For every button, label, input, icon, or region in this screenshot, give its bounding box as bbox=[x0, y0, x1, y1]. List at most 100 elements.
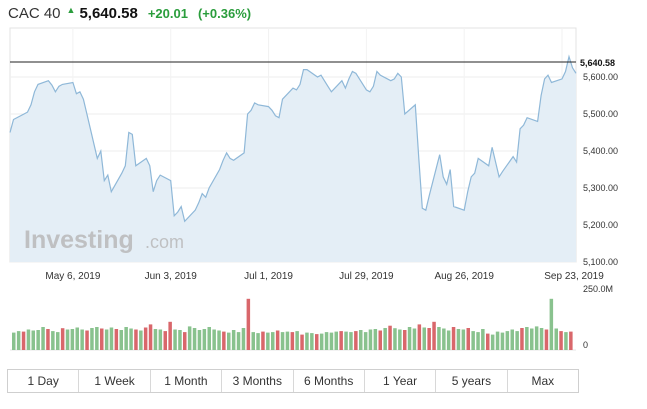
volume-bar bbox=[56, 332, 60, 350]
tab-1-week[interactable]: 1 Week bbox=[79, 370, 151, 392]
y-tick-label: 5,300.00 bbox=[583, 183, 618, 193]
volume-bar bbox=[75, 327, 79, 350]
volume-bar bbox=[192, 328, 197, 350]
volume-bar bbox=[476, 332, 480, 350]
volume-bar bbox=[344, 331, 348, 350]
volume-bar bbox=[319, 333, 324, 350]
volume-bar bbox=[241, 328, 246, 350]
volume-bar bbox=[129, 328, 133, 350]
volume-bar bbox=[31, 330, 35, 350]
volume-bar bbox=[197, 330, 202, 350]
volume-bar bbox=[41, 327, 45, 350]
volume-bar bbox=[383, 328, 387, 350]
volume-bar bbox=[60, 328, 65, 350]
volume-bar bbox=[251, 332, 255, 350]
volume-bar bbox=[295, 331, 299, 350]
volume-bar bbox=[427, 328, 431, 350]
volume-bar bbox=[530, 328, 534, 350]
tab-5-years[interactable]: 5 years bbox=[436, 370, 508, 392]
tab-1-month[interactable]: 1 Month bbox=[151, 370, 223, 392]
volume-zero-label: 0 bbox=[583, 340, 588, 350]
y-tick-label: 5,600.00 bbox=[583, 72, 618, 82]
volume-bar bbox=[549, 298, 554, 350]
volume-bar bbox=[266, 332, 270, 350]
volume-bar bbox=[520, 328, 524, 350]
volume-bar bbox=[285, 331, 290, 350]
tab-1-day[interactable]: 1 Day bbox=[8, 370, 80, 392]
volume-bar bbox=[510, 329, 514, 350]
volume-bar bbox=[339, 331, 343, 350]
volume-bar bbox=[310, 333, 314, 350]
volume-bar bbox=[227, 332, 231, 350]
tab-max[interactable]: Max bbox=[531, 374, 555, 388]
price-change-percent: (+0.36%) bbox=[197, 5, 252, 21]
index-name: CAC 40 bbox=[8, 4, 61, 22]
tab-6-months[interactable]: 6 Months bbox=[294, 370, 365, 392]
price-chart[interactable]: 5,640.58 5,600.00 5,500.00 5,400.00 5,300.00… bbox=[0, 0, 647, 365]
volume-bar bbox=[109, 327, 114, 350]
volume-bar bbox=[202, 329, 207, 350]
y-tick-label: 5,200.00 bbox=[583, 220, 618, 230]
volume-bar bbox=[261, 331, 265, 350]
volume-bar bbox=[393, 328, 397, 350]
range-tabs: 1 Day 1 Week 1 Month 3 Months 6 Months 1… bbox=[7, 369, 579, 393]
volume-bar bbox=[183, 332, 187, 350]
volume-bar bbox=[373, 329, 378, 350]
volume-bar bbox=[212, 329, 216, 350]
y-tick-label: 5,400.00 bbox=[583, 146, 618, 156]
volume-bar bbox=[515, 331, 519, 350]
volume-bar bbox=[363, 332, 368, 350]
volume-bar bbox=[124, 327, 128, 350]
volume-bar bbox=[158, 329, 163, 350]
tab-3-months[interactable]: 3 Months bbox=[222, 370, 294, 392]
volume-bar bbox=[466, 328, 470, 350]
volume-bar bbox=[437, 327, 441, 350]
volume-bar bbox=[403, 330, 407, 350]
x-tick-label: Sep 23, 2019 bbox=[544, 271, 604, 282]
volume-bar bbox=[143, 327, 148, 350]
volume-bar bbox=[173, 329, 177, 350]
volume-bar bbox=[12, 332, 16, 350]
volume-bar bbox=[349, 332, 353, 350]
volume-bar bbox=[21, 331, 26, 350]
volume-bar bbox=[505, 331, 510, 350]
volume-bar bbox=[90, 328, 94, 350]
investing-watermark-suffix: .com bbox=[145, 232, 184, 252]
volume-bar bbox=[104, 329, 109, 350]
volume-bar bbox=[275, 330, 280, 350]
volume-bar bbox=[114, 329, 119, 350]
volume-bar bbox=[525, 327, 529, 350]
volume-bar bbox=[46, 329, 50, 350]
volume-bar bbox=[407, 327, 412, 350]
volume-bar bbox=[451, 327, 456, 350]
volume-bar bbox=[163, 331, 167, 350]
volume-bar bbox=[80, 329, 84, 350]
last-price: 5,640.58 bbox=[79, 4, 138, 22]
volume-bar bbox=[236, 332, 241, 350]
tab-1-year[interactable]: 1 Year bbox=[365, 370, 437, 392]
volume-bar bbox=[329, 332, 334, 350]
volume-bar bbox=[432, 321, 436, 350]
volume-bar bbox=[300, 334, 304, 350]
y-tick-label: 5,500.00 bbox=[583, 109, 618, 119]
y-tick-label: 5,100.00 bbox=[583, 257, 618, 267]
volume-bar bbox=[100, 328, 104, 350]
volume-bar bbox=[461, 329, 466, 350]
price-area bbox=[10, 56, 576, 262]
volume-bar bbox=[354, 331, 358, 350]
volume-bar bbox=[412, 328, 417, 350]
volume-bar bbox=[554, 328, 558, 350]
volume-bar bbox=[359, 330, 363, 350]
volume-bar bbox=[207, 327, 211, 350]
volume-bar bbox=[246, 298, 251, 350]
volume-bar bbox=[456, 329, 461, 350]
volume-bar bbox=[36, 330, 40, 350]
volume-bar bbox=[148, 324, 153, 350]
volume-bar bbox=[231, 330, 236, 350]
volume-bar bbox=[388, 325, 392, 350]
volume-bar bbox=[217, 330, 221, 350]
x-tick-label: Jul 1, 2019 bbox=[244, 271, 293, 282]
investing-watermark: Investing bbox=[24, 226, 134, 254]
volume-bar bbox=[139, 330, 143, 350]
volume-bar bbox=[398, 329, 402, 350]
